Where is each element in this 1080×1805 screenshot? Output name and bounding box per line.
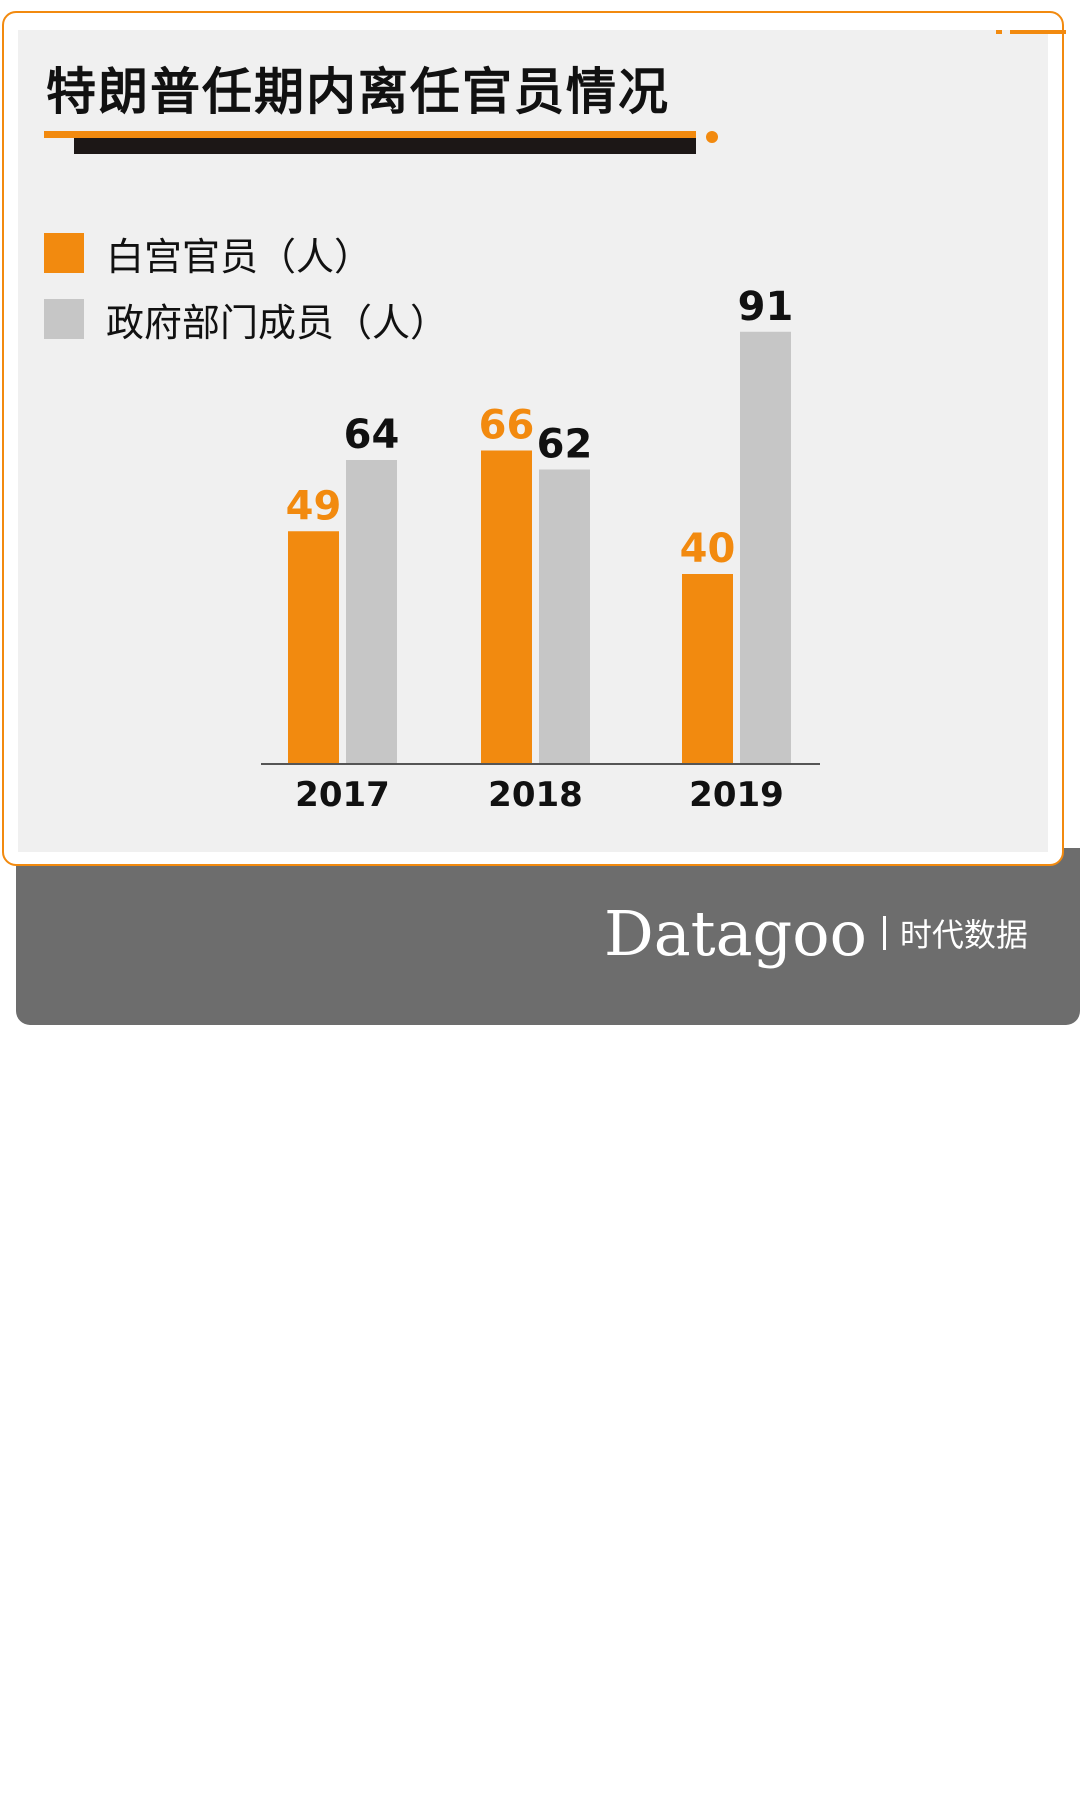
brand-logo: Datagoo 时代数据	[604, 896, 1028, 970]
brand-divider	[882, 916, 886, 950]
x-tick-label-2019: 2019	[689, 775, 784, 815]
data-label-2017-series-1: 49	[286, 483, 342, 529]
source-label: 数据来源	[62, 1782, 139, 1804]
footer-band: 数据来源：时代数据、The White House	[16, 848, 1080, 1804]
title-underline-orange	[44, 131, 696, 138]
data-label-2019-series-2: 91	[738, 284, 794, 330]
data-label-2018-series-1: 66	[479, 403, 535, 449]
source-separator: ：	[138, 1782, 158, 1804]
title-underline-black	[74, 138, 696, 154]
data-source: 数据来源：时代数据、The White House	[62, 1778, 414, 1805]
title-underline-dot	[706, 131, 718, 143]
legend-item-white-house: 白宫官员（人）	[44, 231, 372, 279]
legend-label-white-house: 白宫官员（人）	[106, 234, 373, 279]
x-tick-label-2017: 2017	[295, 775, 390, 815]
chart-panel	[18, 30, 1048, 852]
legend-swatch-departments	[44, 299, 84, 339]
data-label-2018-series-2: 62	[537, 422, 593, 468]
corner-accent-line	[1010, 30, 1066, 34]
chart-title: 特朗普任期内离任官员情况	[46, 63, 670, 121]
legend-swatch-white-house	[44, 233, 84, 273]
data-label-2017-series-2: 64	[344, 412, 400, 458]
brand-chinese-name: 时代数据	[899, 916, 1028, 954]
bar-2017-series-2	[346, 460, 397, 764]
source-text: 时代数据、The White House	[157, 1782, 415, 1804]
bar-2017-series-1	[288, 531, 339, 764]
bar-2019-series-1	[682, 574, 733, 764]
bar-2018-series-2	[539, 469, 590, 764]
bar-2018-series-1	[481, 450, 532, 764]
corner-accent-dot	[996, 30, 1002, 34]
x-tick-label-2018: 2018	[488, 775, 583, 815]
bar-2019-series-2	[740, 331, 791, 764]
legend-label-departments: 政府部门成员（人）	[106, 300, 449, 345]
brand-name: Datagoo	[604, 896, 867, 970]
legend-item-departments: 政府部门成员（人）	[44, 297, 448, 345]
data-label-2019-series-1: 40	[680, 526, 736, 572]
